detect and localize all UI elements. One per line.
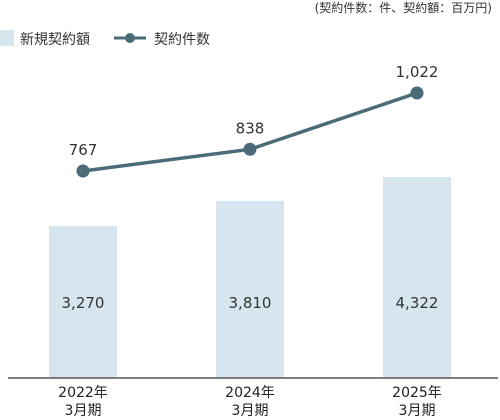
bar-value-label: 4,322 [396, 294, 439, 312]
legend-line-label: 契約件数 [154, 32, 210, 48]
bar-value-labels: 3,270 3,810 4,322 [62, 294, 439, 312]
bar [216, 200, 284, 378]
line-value-label: 1,022 [396, 63, 439, 81]
line-point [243, 142, 257, 156]
bar [49, 225, 117, 378]
line-point [410, 86, 424, 100]
category-labels: 2022年 3月期 2024年 3月期 2025年 3月期 [58, 385, 442, 419]
category-label-year: 2022年 [58, 385, 108, 401]
line-value-label: 767 [69, 141, 98, 159]
category-label-year: 2024年 [225, 385, 275, 401]
bar-value-label: 3,270 [62, 294, 105, 312]
line-point [76, 164, 90, 178]
bar [383, 177, 451, 378]
unit-note: (契約件数：件、契約額：百万円) [315, 0, 492, 15]
line-value-label: 838 [236, 119, 265, 137]
legend: 新規契約額 契約件数 [0, 30, 210, 48]
bar-series [49, 177, 451, 378]
bar-value-label: 3,810 [229, 294, 272, 312]
category-label-year: 2025年 [392, 385, 442, 401]
line-series: 767 838 1,022 [69, 63, 439, 178]
legend-bar-label: 新規契約額 [20, 32, 90, 48]
category-label-period: 3月期 [65, 403, 102, 419]
legend-bar-swatch [0, 30, 14, 46]
category-label-period: 3月期 [232, 403, 269, 419]
category-label-period: 3月期 [399, 403, 436, 419]
legend-line-marker [125, 33, 135, 43]
